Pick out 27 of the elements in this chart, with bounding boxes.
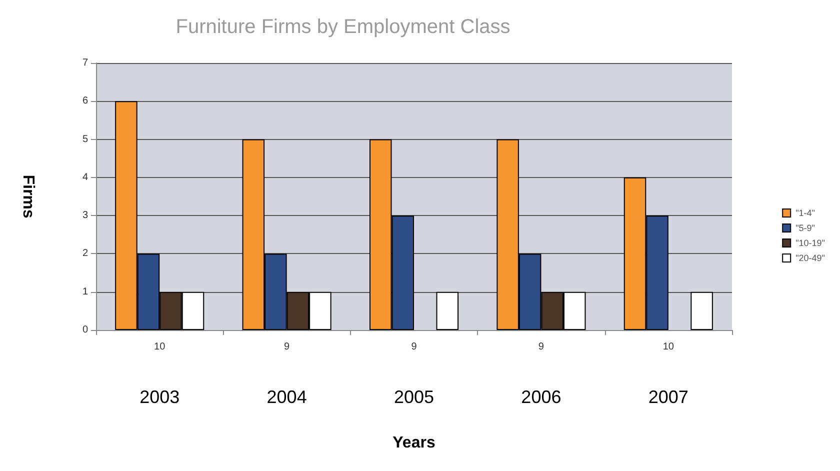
- legend-label: "1-4": [796, 208, 815, 218]
- y-tick-label: 0: [82, 324, 88, 336]
- y-tick-label: 1: [82, 286, 88, 298]
- legend-label: "20-49": [796, 253, 826, 263]
- x-tick-label: 2007: [648, 387, 688, 407]
- y-axis-title: Firms: [20, 174, 36, 218]
- total-label: 9: [538, 342, 544, 352]
- y-tick-label: 4: [82, 172, 88, 183]
- chart-title: Furniture Firms by Employment Class: [176, 16, 510, 38]
- y-tick-label: 7: [82, 58, 88, 68]
- y-tick-label: 3: [82, 210, 88, 222]
- total-label: 9: [411, 342, 418, 352]
- y-tick-label: 5: [82, 134, 88, 145]
- legend-label: "5-9": [796, 223, 815, 233]
- y-tick-label: 2: [82, 248, 88, 260]
- x-tick-label: 2005: [394, 387, 434, 407]
- bar: [690, 292, 713, 330]
- y-tick-label: 6: [82, 96, 88, 107]
- total-label: 10: [662, 342, 674, 352]
- total-label: 9: [284, 342, 290, 352]
- total-label: 10: [154, 342, 166, 352]
- x-axis-title: Years: [392, 434, 436, 452]
- x-tick-label: 2004: [266, 387, 307, 407]
- x-tick-label: 2003: [140, 387, 180, 407]
- bar: [436, 292, 459, 330]
- x-tick-label: 2006: [521, 387, 562, 407]
- legend-label: "10-19": [796, 238, 826, 248]
